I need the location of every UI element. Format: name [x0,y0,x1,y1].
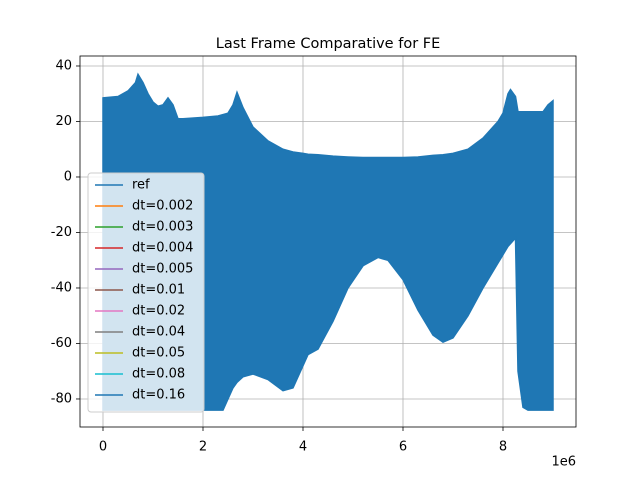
y-tick-label: -40 [51,280,72,295]
y-tick-label: 0 [64,169,72,184]
legend-label: dt=0.16 [132,388,185,403]
legend-label: dt=0.004 [132,241,193,256]
x-offset-text: 1e6 [551,455,576,470]
legend-label: dt=0.02 [132,304,185,319]
legend-label: ref [132,178,150,193]
legend-label: dt=0.08 [132,367,185,382]
legend-label: dt=0.005 [132,262,193,277]
x-tick-label: 6 [399,440,407,455]
legend-label: dt=0.04 [132,325,185,340]
plot-frame [79,55,577,428]
legend-label: dt=0.003 [132,220,193,235]
legend-label: dt=0.05 [132,346,185,361]
legend-label: dt=0.01 [132,283,185,298]
y-tick-label: 40 [55,58,72,73]
legend-label: dt=0.002 [132,199,193,214]
x-tick-label: 4 [299,440,307,455]
y-tick-label: -60 [51,336,72,351]
legend: ref dt=0.002 dt=0.003 dt=0.004 dt=0.005 dt=0.… [87,172,205,413]
y-tick-label: 20 [55,114,72,129]
plot-data [102,72,554,411]
x-tick-label: 8 [499,440,507,455]
x-tick-label: 0 [99,440,107,455]
y-tick-label: -80 [51,391,72,406]
x-tick-label: 2 [199,440,207,455]
data-band [102,72,554,411]
chart-title: Last Frame Comparative for FE [216,36,441,52]
y-tick-label: -20 [51,225,72,240]
